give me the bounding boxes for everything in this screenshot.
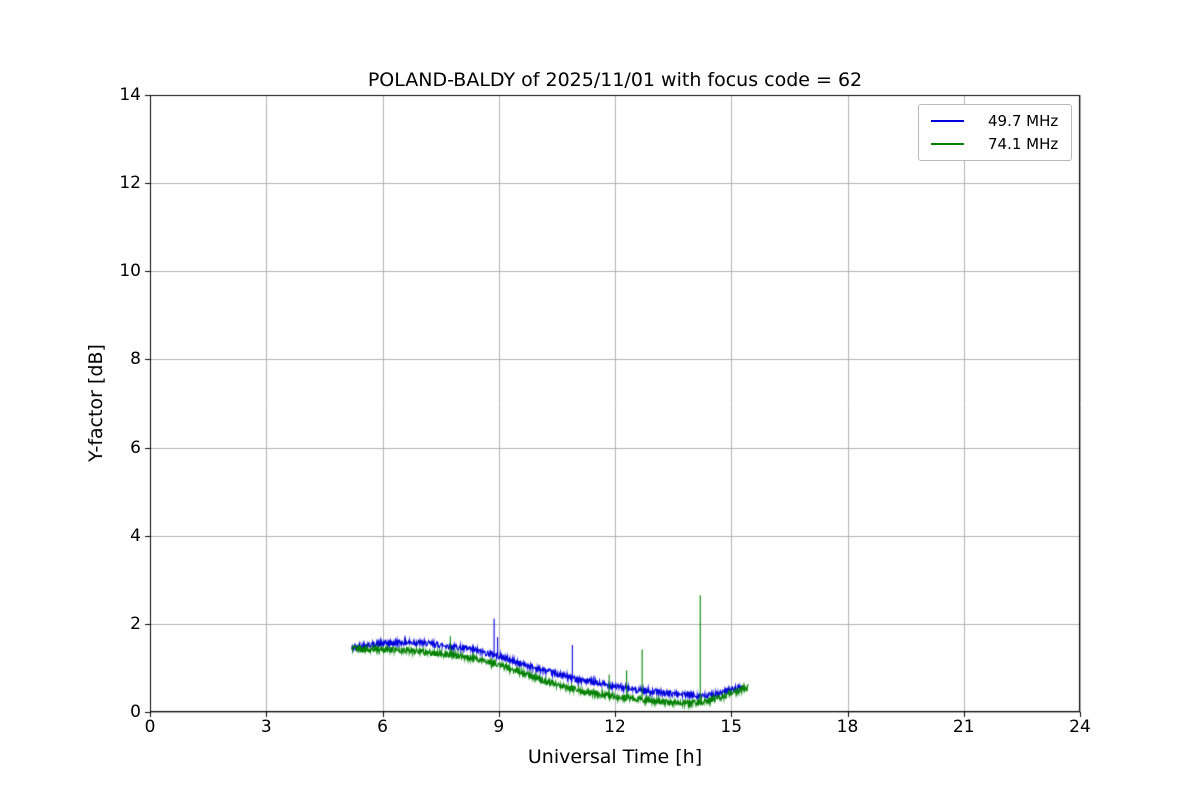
- y-tick-label: 6: [130, 437, 141, 458]
- y-tick-label: 8: [130, 349, 141, 370]
- x-tick-label: 15: [720, 717, 743, 737]
- legend-item-49-7-mhz: 49.7 MHz: [931, 111, 1059, 131]
- y-tick-label: 0: [130, 702, 141, 722]
- x-tick-label: 21: [952, 717, 975, 737]
- y-tick-label: 10: [119, 261, 141, 282]
- legend-label-49-7-mhz: 49.7 MHz: [988, 112, 1059, 130]
- legend-line-swatch-74-1-mhz: [931, 143, 964, 145]
- x-tick-label: 18: [836, 717, 859, 737]
- y-tick-label: 14: [119, 85, 141, 105]
- x-tick-label: 3: [260, 717, 272, 737]
- legend-label-74-1-mhz: 74.1 MHz: [988, 135, 1059, 153]
- x-tick-label: 9: [493, 717, 505, 737]
- legend-line-swatch-49-7-mhz: [931, 120, 964, 122]
- x-tick-label: 12: [604, 717, 626, 737]
- legend-item-74-1-mhz: 74.1 MHz: [931, 134, 1059, 154]
- y-tick-label: 2: [130, 613, 141, 634]
- x-tick-label: 6: [377, 717, 388, 737]
- legend: 49.7 MHz 74.1 MHz: [918, 104, 1072, 161]
- chart-title: POLAND-BALDY of 2025/11/01 with focus co…: [367, 69, 863, 91]
- x-tick-label: 24: [1069, 717, 1091, 737]
- y-tick-label: 12: [119, 173, 141, 194]
- x-tick-label: 0: [144, 717, 156, 737]
- y-tick-label: 4: [130, 525, 141, 546]
- x-axis-label: Universal Time [h]: [527, 746, 703, 768]
